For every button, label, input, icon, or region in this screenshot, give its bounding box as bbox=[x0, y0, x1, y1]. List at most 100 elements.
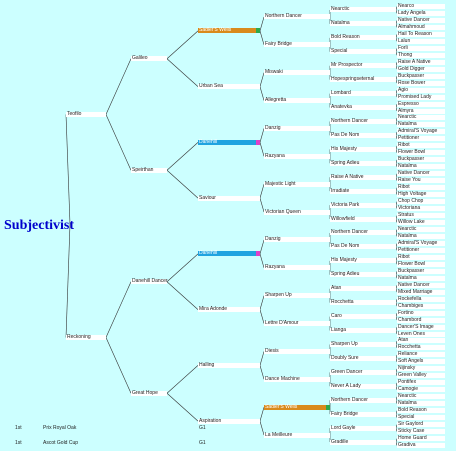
ancestor-gen6-atan: Atan bbox=[397, 338, 445, 344]
ancestor-gen3-danehill: Danehill bbox=[198, 251, 260, 257]
ancestor-gen6-lady-angela: Lady Angela bbox=[397, 10, 445, 16]
ancestor-gen5-doubly-sure: Doubly Sure bbox=[330, 355, 396, 361]
result-race: Prix Royal Oak bbox=[43, 425, 77, 431]
connector-line bbox=[395, 121, 398, 126]
ancestor-gen5-victoria-park: Victoria Park bbox=[330, 202, 396, 208]
ancestor-gen5-sharpen-up: Sharpen Up bbox=[330, 341, 396, 347]
ancestor-gen6-petitioner: Petitioner bbox=[397, 247, 445, 253]
ancestor-gen6-ribot: Ribot bbox=[397, 143, 445, 149]
ancestor-gen5-lombard: Lombard bbox=[330, 91, 396, 97]
ancestor-gen4-northern-dancer: Northern Dancer bbox=[264, 14, 330, 20]
ancestor-gen6-buckpasser: Buckpasser bbox=[397, 268, 445, 274]
connector-line bbox=[259, 16, 265, 31]
connector-line bbox=[259, 407, 265, 422]
ancestor-gen6-ribot: Ribot bbox=[397, 185, 445, 191]
ancestor-gen4-sharpen-up: Sharpen Up bbox=[264, 293, 330, 299]
connector-line bbox=[395, 79, 398, 84]
connector-line bbox=[105, 337, 132, 394]
connector-line bbox=[395, 257, 398, 261]
connector-line bbox=[166, 170, 199, 199]
result-race: Ascot Gold Cup bbox=[43, 440, 79, 446]
ancestor-gen2-great-hope: Great Hope bbox=[131, 390, 167, 396]
ancestor-gen4-fairy-bridge: Fairy Bridge bbox=[264, 42, 330, 48]
ancestor-gen3-sadler-s-wells: Sadler'S Wells bbox=[198, 28, 260, 34]
ancestor-gen6-almahmoud: Almahmoud bbox=[397, 24, 445, 30]
connector-line bbox=[395, 316, 398, 321]
connector-line bbox=[395, 218, 398, 223]
connector-line bbox=[65, 223, 71, 338]
ancestor-gen6-native-dancer: Native Dancer bbox=[397, 17, 445, 23]
connector-line bbox=[395, 131, 398, 136]
connector-line bbox=[395, 135, 398, 139]
ancestor-gen6-dancer-s-image: Dancer'S Image bbox=[397, 324, 445, 330]
ancestor-gen5-northern-dancer: Northern Dancer bbox=[330, 397, 396, 403]
ancestor-gen5-hopespringseternal: Hopespringseternal bbox=[330, 77, 396, 83]
ancestor-gen5-caro: Caro bbox=[330, 314, 396, 320]
ancestor-gen6-natalma: Natalma bbox=[397, 275, 445, 281]
ancestor-gen6-rocchetta: Rocchetta bbox=[397, 345, 445, 351]
ancestor-gen2-speirthan: Speirthan bbox=[131, 167, 167, 173]
ancestor-gen3-danehill: Danehill bbox=[198, 139, 260, 145]
connector-line bbox=[395, 340, 398, 345]
result-grade: G1 bbox=[199, 440, 206, 446]
ancestor-gen6-rose-bower: Rose Bower bbox=[397, 80, 445, 86]
subject-horse-name: Subjectivist bbox=[4, 218, 74, 233]
ancestor-gen4-razyana: Razyana bbox=[264, 265, 330, 271]
connector-line bbox=[395, 93, 398, 98]
ancestor-gen4-victorian-queen: Victorian Queen bbox=[264, 209, 330, 215]
connector-line bbox=[259, 421, 265, 436]
duplicate-marker bbox=[256, 251, 260, 257]
ancestor-gen6-natalma: Natalma bbox=[397, 122, 445, 128]
ancestor-gen6-espresso: Espresso bbox=[397, 101, 445, 107]
ancestor-gen5-irradiate: Irradiate bbox=[330, 188, 396, 194]
connector-line bbox=[65, 114, 71, 225]
connector-line bbox=[395, 6, 398, 11]
ancestor-gen6-special: Special bbox=[397, 415, 445, 421]
connector-line bbox=[395, 428, 398, 432]
connector-line bbox=[395, 330, 398, 335]
result-place: 1st bbox=[15, 425, 22, 431]
connector-line bbox=[395, 243, 398, 247]
ancestor-gen6-promised-lady: Promised Lady bbox=[397, 94, 445, 100]
ancestor-gen6-gradiva: Gradiva bbox=[397, 443, 445, 449]
ancestor-gen4-lettre-d-amour: Lettre D'Amour bbox=[264, 321, 330, 327]
connector-line bbox=[395, 400, 398, 404]
connector-line bbox=[259, 198, 265, 213]
connector-line bbox=[166, 253, 199, 282]
ancestor-gen6-leven-ones: Leven Ones bbox=[397, 331, 445, 337]
ancestor-gen5-anatevka: Anatevka bbox=[330, 105, 396, 111]
connector-line bbox=[395, 187, 398, 192]
ancestor-gen5-his-majesty: His Majesty bbox=[330, 258, 396, 264]
duplicate-marker bbox=[256, 28, 260, 34]
ancestor-gen6-lalun: Lalun bbox=[397, 38, 445, 44]
ancestor-gen6-almyra: Almyra bbox=[397, 108, 445, 114]
ancestor-gen5-northern-dancer: Northern Dancer bbox=[330, 118, 396, 124]
connector-line bbox=[259, 30, 265, 45]
ancestor-gen6-flower-bowl: Flower Bowl bbox=[397, 261, 445, 267]
ancestor-gen3-urban-sea: Urban Sea bbox=[198, 84, 260, 90]
duplicate-marker bbox=[256, 139, 260, 145]
ancestor-gen6-admiral-s-voyage: Admiral'S Voyage bbox=[397, 240, 445, 246]
connector-line bbox=[166, 30, 199, 59]
ancestor-gen6-home-guard: Home Guard bbox=[397, 436, 445, 442]
connector-line bbox=[395, 438, 398, 443]
ancestor-gen6-nijinsky: Nijinsky bbox=[397, 366, 445, 372]
connector-line bbox=[259, 184, 265, 199]
ancestor-gen5-pas-de-nom: Pas De Nom bbox=[330, 132, 396, 138]
connector-line bbox=[395, 260, 398, 265]
connector-line bbox=[395, 372, 398, 376]
ancestor-gen5-spring-adieu: Spring Adieu bbox=[330, 160, 396, 166]
connector-line bbox=[395, 354, 398, 359]
connector-line bbox=[166, 281, 199, 310]
ancestor-gen4-sadler-s-wells: Sadler'S Wells bbox=[264, 404, 330, 410]
connector-line bbox=[395, 229, 398, 234]
connector-line bbox=[395, 20, 398, 24]
connector-line bbox=[395, 313, 398, 317]
connector-line bbox=[259, 72, 265, 87]
ancestor-gen6-natalma: Natalma bbox=[397, 401, 445, 407]
ancestor-gen4-miswaki: Miswaki bbox=[264, 70, 330, 76]
ancestor-gen1-teofilo: Teofilo bbox=[66, 112, 106, 117]
ancestor-gen4-allegretta: Allegretta bbox=[264, 98, 330, 104]
